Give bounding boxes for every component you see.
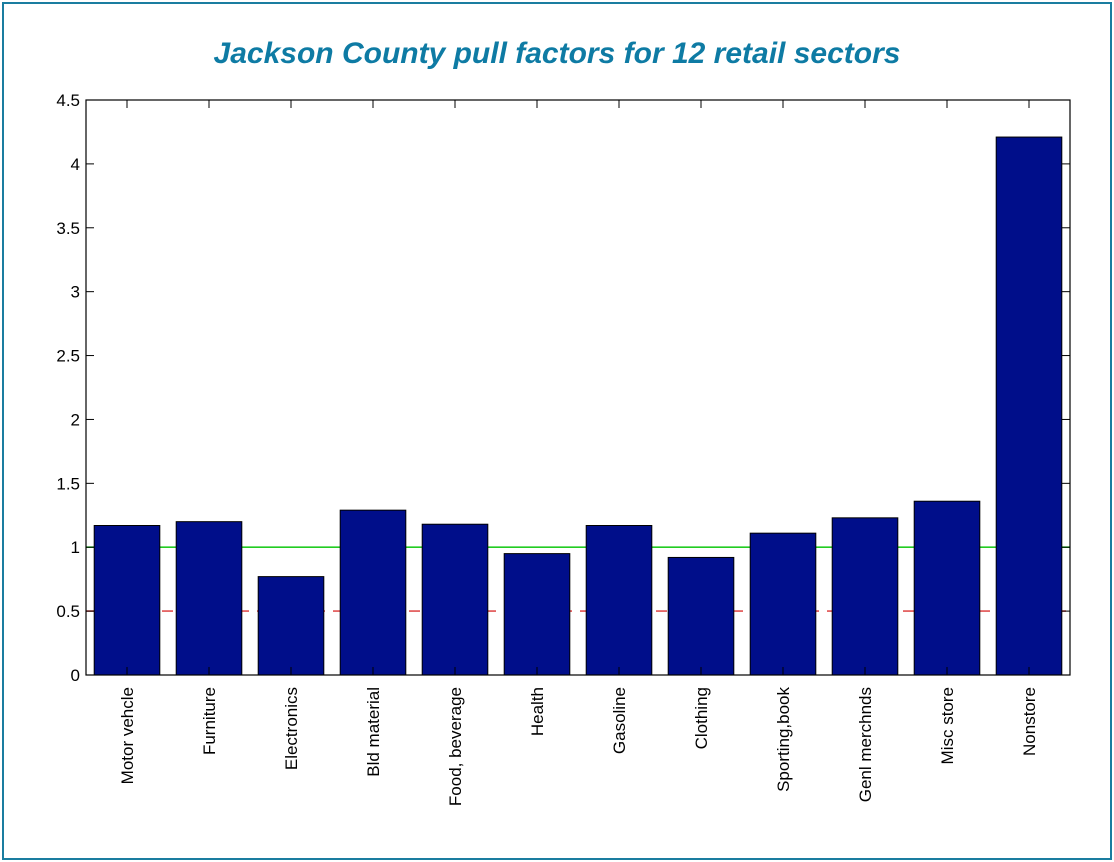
x-tick-labels: Motor vehcle Furniture Electronics Bld mate…	[118, 687, 1039, 807]
bar	[339, 509, 407, 676]
reference-lines	[86, 546, 1070, 612]
y-tick-label: 4	[71, 155, 80, 174]
x-tick-label: Sporting,book	[774, 687, 793, 792]
y-tick-label: 0	[71, 666, 80, 685]
x-tick-label: Motor vehcle	[118, 687, 137, 784]
y-tick-label: 1	[71, 538, 80, 557]
x-tick-label: Health	[528, 687, 547, 736]
axes-group	[85, 99, 1071, 676]
bar	[995, 136, 1063, 676]
bar	[667, 556, 735, 676]
x-tick-label: Genl merchnds	[856, 687, 875, 802]
y-tick-label: 3	[71, 283, 80, 302]
x-tick-label: Nonstore	[1020, 687, 1039, 756]
y-tick-label: 3.5	[56, 219, 80, 238]
x-tick-label: Gasoline	[610, 687, 629, 754]
bar	[93, 525, 161, 676]
x-tick-label: Misc store	[938, 687, 957, 764]
bar	[831, 517, 899, 676]
x-tick-label: Bld material	[364, 687, 383, 777]
bar	[421, 523, 489, 676]
bar	[749, 532, 817, 676]
bars-group	[93, 136, 1063, 676]
bar	[585, 525, 653, 676]
y-tick-label: 4.5	[56, 91, 80, 110]
x-tick-label: Furniture	[200, 687, 219, 755]
x-tick-label: Electronics	[282, 687, 301, 770]
bar	[913, 500, 981, 676]
bar	[175, 521, 243, 676]
plot-border	[85, 99, 1071, 676]
y-tick-labels: 0 0.5 1 1.5 2 2.5 3 3.5 4 4.5	[56, 91, 80, 685]
x-tick-label: Food, beverage	[446, 687, 465, 806]
x-tick-label: Clothing	[692, 687, 711, 749]
y-tick-label: 2.5	[56, 347, 80, 366]
chart-title: Jackson County pull factors for 12 retai…	[213, 37, 901, 70]
bar	[257, 576, 325, 676]
y-tick-label: 0.5	[56, 602, 80, 621]
y-tick-label: 1.5	[56, 474, 80, 493]
y-tick-label: 2	[71, 410, 80, 429]
bar	[503, 553, 571, 676]
